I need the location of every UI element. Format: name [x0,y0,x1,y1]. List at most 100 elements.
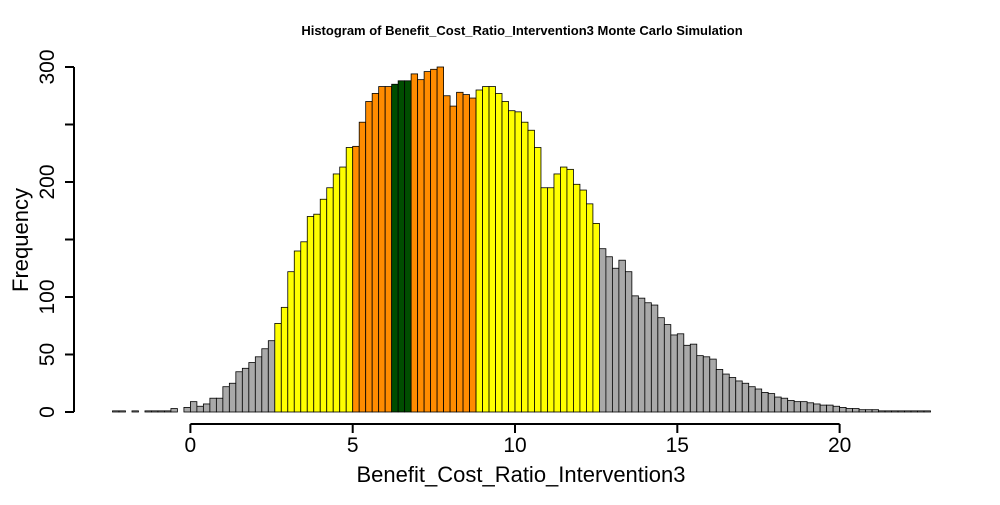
histogram-bar [508,110,516,413]
histogram-bar [748,386,756,413]
histogram-bar [813,403,821,413]
histogram-bar [495,93,503,413]
histogram-bar [501,101,509,413]
histogram-bar [722,373,730,413]
histogram-bar [787,400,795,413]
histogram-bar [644,302,652,413]
histogram-bar [735,380,743,413]
histogram-bar [521,121,529,413]
histogram-bar [586,203,594,413]
histogram-bar [832,405,841,413]
histogram-bar [345,147,354,413]
histogram-bar [456,91,464,413]
histogram-bar [222,386,230,413]
histogram-bar [826,404,834,413]
histogram-bar [202,403,211,413]
histogram-bar [189,401,198,413]
histogram-bar [774,396,782,413]
histogram-bar [793,401,802,413]
histogram-bar [670,334,678,413]
histogram-bar [839,406,847,413]
histogram-bar [910,410,918,413]
histogram-bar [209,397,217,413]
histogram-bar [261,348,269,413]
histogram-bar [514,111,522,413]
histogram-bar [131,410,139,413]
histogram-bar [170,408,178,413]
histogram-bar [339,166,347,413]
histogram-bar [443,95,451,413]
histogram-bar [254,356,263,413]
histogram-bar [917,410,925,413]
histogram-bar [709,358,717,413]
x-tick-label: 20 [828,434,851,457]
histogram-bar [319,198,328,413]
histogram-bar [611,267,620,413]
histogram-bar [410,73,419,413]
histogram-bar [767,393,776,413]
histogram-bar [871,409,879,413]
histogram-bar [878,410,886,413]
y-tick-label: 300 [36,49,59,84]
x-tick-label: 5 [347,434,359,457]
histogram-bar [157,410,165,413]
histogram-bar [144,410,152,413]
histogram-bar [534,147,542,413]
histogram-bar [267,340,276,413]
histogram-bar [553,173,561,413]
histogram-bar [566,168,574,413]
histogram-bar [806,402,815,413]
histogram-bar [884,410,892,413]
histogram-bar [417,79,425,413]
histogram-bar [573,183,581,413]
y-tick-label: 100 [36,279,59,314]
histogram-bar [715,369,724,413]
histogram-bar [560,166,568,413]
x-axis: 0 5 10 15 20 [185,423,851,457]
histogram-bar [430,68,438,413]
histogram-bar [235,371,243,413]
histogram-bar [378,86,386,413]
histogram-bar [923,410,931,413]
histogram-bar [819,404,828,413]
x-tick-label: 10 [503,434,526,457]
y-tick-label: 200 [36,164,59,199]
histogram-bar [274,323,282,413]
y-tick-label: 0 [36,406,59,418]
histogram-bar [482,86,490,413]
histogram-bar [754,388,763,413]
histogram-bar [404,80,412,413]
histogram-bar [637,297,646,413]
histogram-bar [547,187,555,413]
histogram-bar [579,189,587,413]
x-tick-label: 0 [185,434,197,457]
histogram-bar [650,304,659,413]
histogram-bar [858,409,866,413]
histogram-bar [287,271,295,413]
x-axis-title: Benefit_Cost_Ratio_Intervention3 [357,462,686,487]
histogram-bar [663,324,672,413]
histogram-bar [696,355,704,413]
histogram-bar [449,105,457,413]
histogram-bar [358,121,367,413]
histogram-bar [164,410,172,413]
histogram-bar [676,333,685,413]
histogram-bar [462,94,470,413]
histogram-bar [306,216,315,413]
histogram-bar [391,83,399,413]
histogram-bar [332,173,341,413]
y-axis: 0 50 100 200 300 [36,49,75,418]
histogram-bar [313,213,321,413]
histogram-bar [527,129,535,413]
histogram-bar [397,80,406,413]
histogram-bar [800,401,808,413]
histogram-bar [280,306,289,413]
histogram-bar [183,406,191,413]
histogram-bar [215,397,224,413]
histogram-bar [891,410,899,413]
histogram-bar [365,101,373,413]
histogram-bar [702,356,711,413]
histogram-bar [228,382,237,413]
histogram-bar [118,410,126,413]
